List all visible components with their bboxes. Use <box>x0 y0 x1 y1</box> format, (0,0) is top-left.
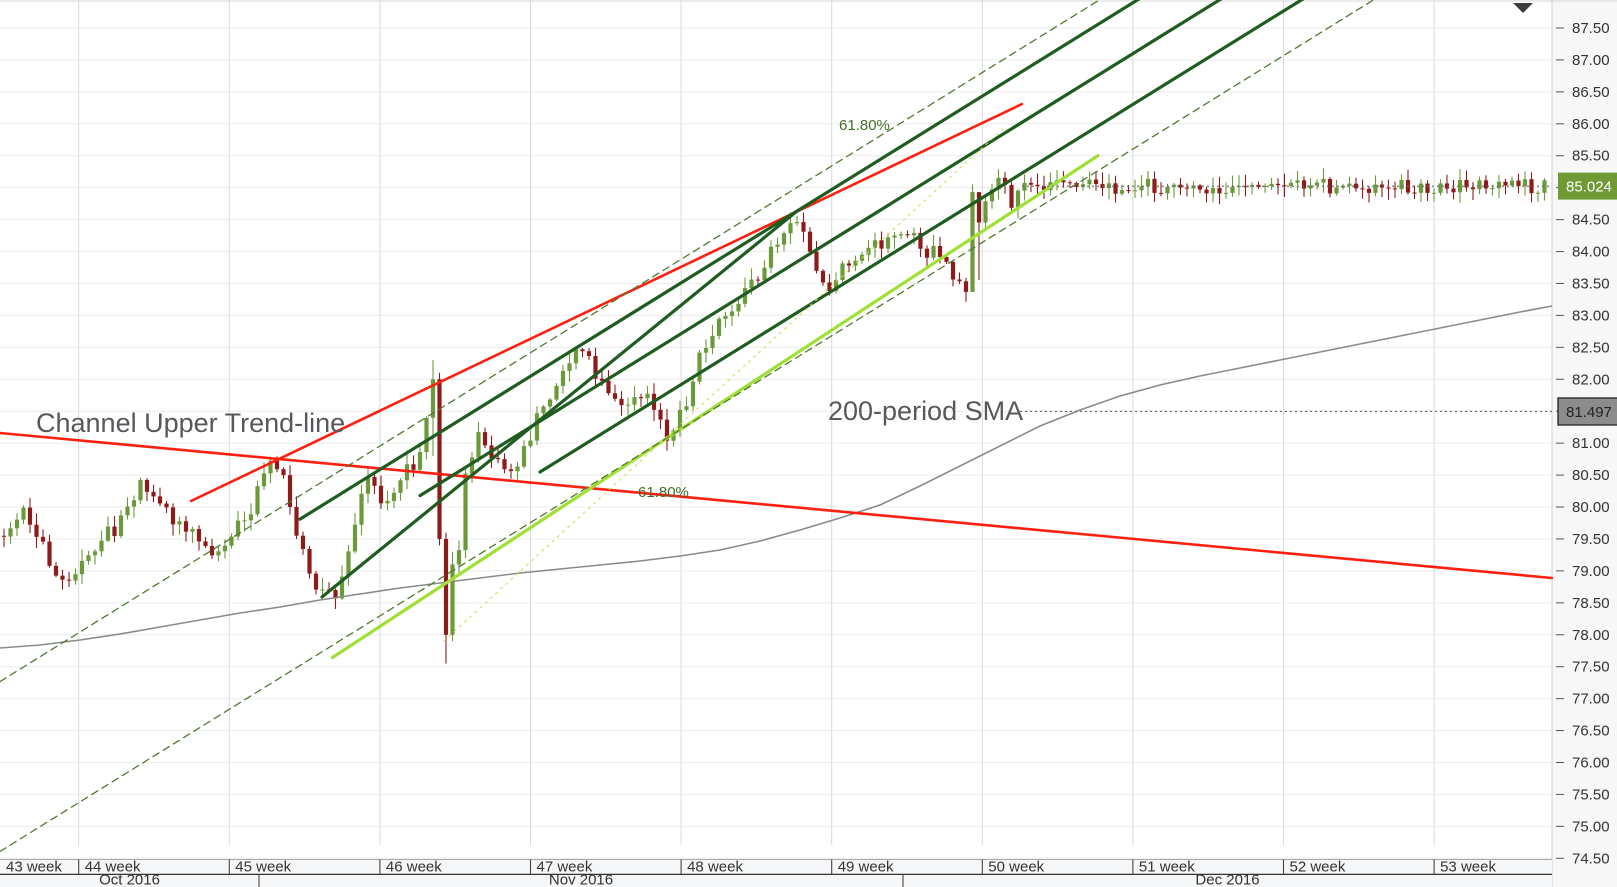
svg-text:43 week: 43 week <box>6 859 62 876</box>
svg-text:51 week: 51 week <box>1139 859 1195 876</box>
svg-text:86.00: 86.00 <box>1572 116 1610 133</box>
svg-text:Nov 2016: Nov 2016 <box>549 872 613 887</box>
svg-text:85.024: 85.024 <box>1566 179 1612 196</box>
svg-text:79.50: 79.50 <box>1572 531 1610 548</box>
svg-text:80.50: 80.50 <box>1572 467 1610 484</box>
svg-text:85.50: 85.50 <box>1572 148 1610 165</box>
svg-text:80.00: 80.00 <box>1572 499 1610 516</box>
svg-text:84.00: 84.00 <box>1572 244 1610 261</box>
svg-text:75.00: 75.00 <box>1572 818 1610 835</box>
svg-text:Channel Upper Trend-line: Channel Upper Trend-line <box>36 408 345 438</box>
svg-text:82.50: 82.50 <box>1572 339 1610 356</box>
svg-text:81.00: 81.00 <box>1572 435 1610 452</box>
svg-text:77.50: 77.50 <box>1572 659 1610 676</box>
svg-text:77.00: 77.00 <box>1572 691 1610 708</box>
svg-text:83.00: 83.00 <box>1572 307 1610 324</box>
svg-text:82.00: 82.00 <box>1572 371 1610 388</box>
svg-text:61.80%: 61.80% <box>839 117 890 134</box>
svg-text:76.50: 76.50 <box>1572 723 1610 740</box>
svg-text:79.00: 79.00 <box>1572 563 1610 580</box>
svg-text:84.50: 84.50 <box>1572 212 1610 229</box>
svg-text:81.497: 81.497 <box>1566 404 1612 421</box>
svg-text:46 week: 46 week <box>386 859 442 876</box>
svg-text:76.00: 76.00 <box>1572 755 1610 772</box>
svg-text:52 week: 52 week <box>1290 859 1346 876</box>
svg-text:61.80%: 61.80% <box>638 484 689 501</box>
svg-text:75.50: 75.50 <box>1572 786 1610 803</box>
svg-text:Oct 2016: Oct 2016 <box>99 872 160 887</box>
svg-text:49 week: 49 week <box>838 859 894 876</box>
svg-text:50 week: 50 week <box>988 859 1044 876</box>
svg-text:Dec 2016: Dec 2016 <box>1195 872 1259 887</box>
svg-text:78.00: 78.00 <box>1572 627 1610 644</box>
svg-text:86.50: 86.50 <box>1572 84 1610 101</box>
svg-text:48 week: 48 week <box>687 859 743 876</box>
svg-text:200-period SMA: 200-period SMA <box>828 396 1023 426</box>
svg-text:87.50: 87.50 <box>1572 20 1610 37</box>
svg-text:45 week: 45 week <box>235 859 291 876</box>
svg-text:78.50: 78.50 <box>1572 595 1610 612</box>
svg-text:83.50: 83.50 <box>1572 275 1610 292</box>
svg-text:74.50: 74.50 <box>1572 850 1610 867</box>
svg-text:87.00: 87.00 <box>1572 52 1610 69</box>
svg-text:53 week: 53 week <box>1440 859 1496 876</box>
